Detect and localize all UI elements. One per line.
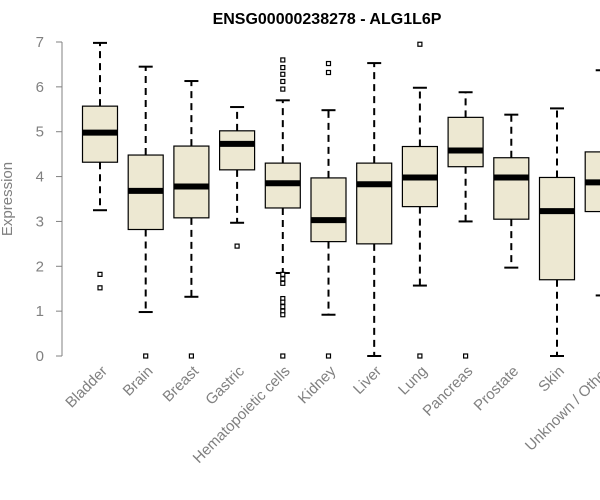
box-prostate	[493, 113, 530, 269]
outlier-point	[97, 271, 103, 277]
outlier-point	[280, 312, 286, 318]
outlier-point	[280, 78, 286, 85]
outlier-point	[280, 280, 286, 286]
box-bladder	[81, 41, 119, 291]
y-tick-label: 7	[36, 34, 44, 51]
x-tick-label: Skin	[535, 363, 568, 396]
x-tick-label: Prostate	[471, 363, 523, 415]
iqr-box	[173, 145, 210, 219]
outlier-point	[188, 353, 194, 359]
outlier-point	[325, 60, 332, 67]
x-tick-label: Gastric	[202, 362, 248, 408]
x-tick-label: Lung	[395, 363, 431, 399]
box-liver	[356, 62, 393, 357]
y-tick-label: 6	[36, 79, 44, 96]
outlier-point	[280, 353, 286, 359]
box-unknown-other	[584, 69, 600, 297]
y-tick-label: 0	[36, 348, 44, 365]
box-kidney	[310, 60, 347, 359]
iqr-box	[538, 176, 576, 281]
box-skin	[538, 107, 576, 357]
box-brain	[127, 65, 164, 359]
box-breast	[173, 80, 210, 359]
chart-title: ENSG00000238278 - ALG1L6P	[213, 11, 442, 28]
outlier-point	[280, 71, 286, 77]
y-axis-title: Expression	[0, 162, 16, 236]
y-tick-label: 4	[36, 169, 44, 186]
iqr-box	[493, 157, 530, 220]
outlier-point	[280, 57, 286, 63]
y-tick-label: 2	[36, 258, 44, 275]
iqr-box	[219, 130, 256, 171]
y-tick-label: 5	[36, 124, 44, 141]
x-tick-label: Pancreas	[420, 363, 477, 420]
outlier-point	[280, 86, 286, 92]
outlier-point	[234, 243, 240, 249]
outlier-point	[325, 69, 332, 76]
y-tick-label: 1	[36, 303, 44, 320]
outlier-point	[463, 353, 469, 359]
box-hematopoietic-cells	[264, 57, 301, 359]
x-tick-label: Kidney	[295, 362, 340, 407]
iqr-box	[310, 177, 347, 243]
outlier-point	[280, 304, 286, 310]
outlier-point	[280, 299, 286, 305]
x-tick-label: Liver	[350, 363, 385, 398]
box-lung	[401, 41, 438, 359]
x-tick-label: Breast	[160, 362, 203, 405]
box-gastric	[219, 106, 256, 249]
outlier-point	[97, 285, 103, 291]
box-series	[81, 41, 600, 359]
outlier-point	[325, 353, 332, 359]
x-tick-label: Bladder	[62, 363, 111, 412]
outlier-point	[143, 353, 149, 359]
outlier-point	[417, 41, 423, 47]
outlier-point	[280, 271, 286, 277]
iqr-box	[356, 162, 393, 245]
y-tick-label: 3	[36, 213, 44, 230]
outlier-point	[417, 353, 423, 359]
iqr-box	[447, 116, 484, 168]
y-axis-ticks: 0 1 2 3 4 5 6 7	[36, 34, 62, 365]
x-tick-label: Brain	[120, 363, 157, 400]
outlier-point	[280, 64, 286, 71]
outlier-point	[280, 276, 286, 282]
box-pancreas	[447, 91, 484, 359]
